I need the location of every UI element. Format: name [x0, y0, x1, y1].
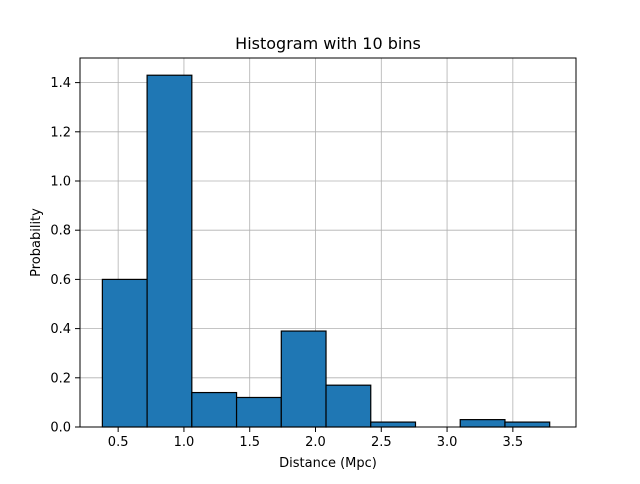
- x-tick-label: 3.5: [503, 435, 524, 450]
- y-tick-label: 0.6: [50, 273, 71, 288]
- y-axis-ticks: 0.0 0.2 0.4 0.6 0.8 1.0 1.2 1.4: [50, 76, 80, 436]
- x-axis-label: Distance (Mpc): [279, 456, 377, 471]
- histogram-bar: [101, 278, 148, 428]
- histogram-bars: [101, 74, 551, 428]
- x-tick-label: 1.5: [239, 435, 260, 450]
- y-tick-label: 0.4: [50, 322, 71, 337]
- histogram-bar: [146, 74, 193, 428]
- histogram-bar: [235, 396, 282, 428]
- axes-frame: [79, 57, 577, 428]
- y-tick-label: 0.0: [50, 421, 71, 436]
- x-tick-label: 2.5: [371, 435, 392, 450]
- x-tick-label: 0.5: [108, 435, 129, 450]
- histogram-bar: [280, 330, 327, 428]
- histogram-bar: [459, 419, 506, 428]
- x-tick-label: 2.0: [305, 435, 326, 450]
- y-axis-label: Probability: [29, 208, 44, 277]
- y-tick-label: 1.4: [50, 76, 71, 91]
- y-tick-label: 0.8: [50, 224, 71, 239]
- histogram-bar: [325, 384, 372, 428]
- x-tick-label: 1.0: [174, 435, 195, 450]
- histogram-bar: [504, 421, 551, 428]
- x-tick-label: 3.0: [437, 435, 458, 450]
- histogram-bar: [370, 421, 417, 428]
- histogram-bar: [191, 391, 238, 428]
- x-axis-ticks: 0.5 1.0 1.5 2.0 2.5 3.0 3.5: [108, 427, 523, 450]
- y-tick-label: 1.2: [50, 125, 71, 140]
- y-tick-label: 1.0: [50, 175, 71, 190]
- y-tick-label: 0.2: [50, 371, 71, 386]
- chart-title: Histogram with 10 bins: [235, 34, 421, 53]
